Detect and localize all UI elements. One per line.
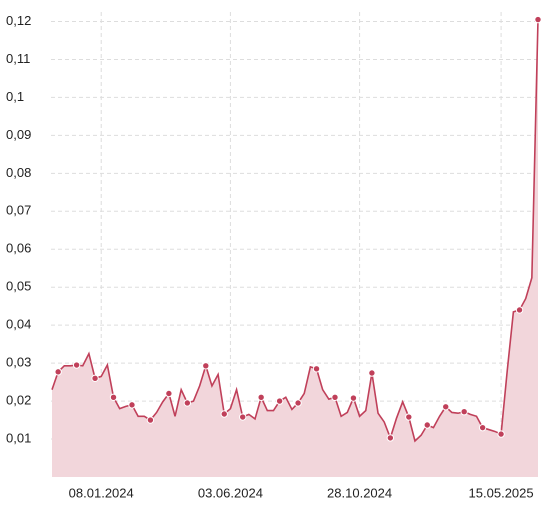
point [128,401,136,409]
area-fill [52,19,538,478]
point [72,361,81,369]
x-tick-label: 15.05.2025 [469,485,534,500]
y-tick-label: 0,01 [6,430,31,445]
point [386,434,395,442]
point [331,393,339,401]
point [183,399,192,407]
point [91,374,99,383]
y-tick-label: 0,05 [6,279,31,294]
x-tick-label: 28.10.2024 [327,485,392,500]
y-tick-label: 0,02 [6,393,31,408]
point [534,15,542,24]
point [349,394,358,402]
point [109,393,118,401]
y-tick-label: 0,03 [6,355,31,370]
y-tick-label: 0,1 [6,89,24,104]
x-tick-label: 03.06.2024 [198,485,263,500]
y-tick-label: 0,08 [6,165,31,180]
point [312,365,321,373]
y-tick-label: 0,12 [6,13,31,28]
y-tick-label: 0,11 [6,51,30,66]
point [442,403,450,411]
y-tick-label: 0,06 [6,241,31,256]
point [460,408,468,416]
point [275,397,284,405]
point [239,413,247,421]
x-tick-label: 08.01.2024 [69,485,134,500]
point [165,389,173,398]
line [51,19,539,443]
point [257,393,265,401]
point [202,362,210,370]
y-tick-label: 0,04 [6,317,31,332]
point [515,306,524,314]
point [497,430,505,438]
y-tick-label: 0,09 [6,127,31,142]
point [294,399,302,407]
point [478,423,487,432]
y-tick-label: 0,07 [6,203,31,218]
point [146,416,155,424]
point [423,421,431,429]
point [54,368,62,376]
point [368,369,376,377]
point [405,413,413,421]
point [220,410,228,418]
